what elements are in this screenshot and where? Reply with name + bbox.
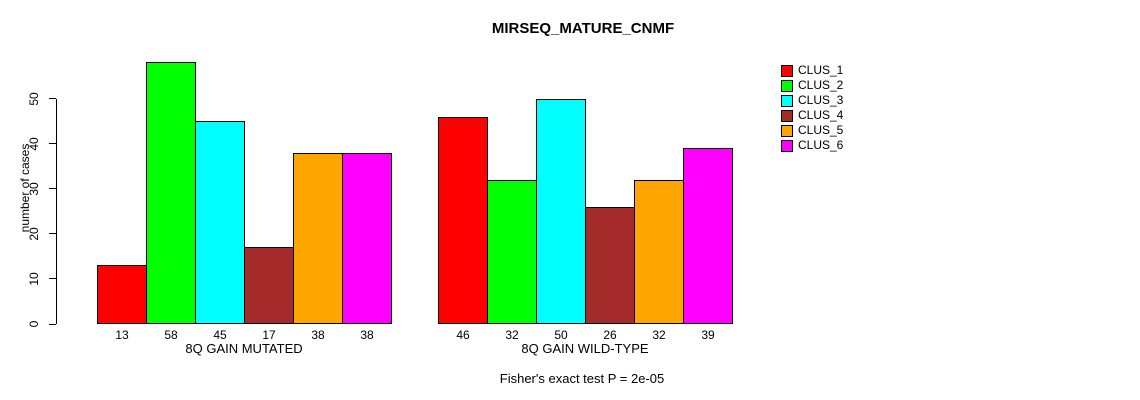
legend-swatch-icon xyxy=(781,94,793,107)
legend-item-clus_2: CLUS_2 xyxy=(781,78,843,93)
y-axis-tick-label: 40 xyxy=(27,136,41,151)
bar-clus_4-group2 xyxy=(585,206,635,324)
legend-swatch-icon xyxy=(781,79,793,92)
legend-swatch-icon xyxy=(781,64,793,77)
bar-value-label: 58 xyxy=(164,328,178,342)
legend-swatch-icon xyxy=(781,139,793,152)
y-axis-tick xyxy=(49,233,56,235)
bar-clus_5-group1 xyxy=(293,152,343,324)
bar-clus_4-group1 xyxy=(244,247,294,324)
legend-swatch-icon xyxy=(781,109,793,122)
y-axis-tick xyxy=(49,278,56,280)
bar-value-label: 13 xyxy=(115,328,129,342)
bar-value-label: 50 xyxy=(554,328,568,342)
legend-label: CLUS_3 xyxy=(798,93,844,107)
bar-value-label: 38 xyxy=(360,328,374,342)
y-axis-tick xyxy=(49,143,56,145)
legend: CLUS_1 CLUS_2 CLUS_3 CLUS_4 CLUS_5 CLUS_6 xyxy=(781,63,843,153)
bar-value-label: 32 xyxy=(505,328,519,342)
y-axis-line xyxy=(56,98,57,324)
bar-value-label: 45 xyxy=(213,328,227,342)
bar-value-label: 26 xyxy=(603,328,617,342)
y-axis-tick-label: 0 xyxy=(27,320,41,328)
legend-item-clus_4: CLUS_4 xyxy=(781,108,843,123)
bar-value-label: 39 xyxy=(701,328,715,342)
bar-clus_3-group1 xyxy=(195,121,245,324)
legend-label: CLUS_2 xyxy=(798,78,844,92)
legend-item-clus_5: CLUS_5 xyxy=(781,123,843,138)
y-axis-tick xyxy=(49,98,56,99)
annotation-fisher-test: Fisher's exact test P = 2e-05 xyxy=(499,371,665,386)
legend-label: CLUS_1 xyxy=(798,63,844,77)
bar-value-label: 38 xyxy=(311,328,325,342)
y-axis-tick xyxy=(49,323,56,325)
y-axis-tick xyxy=(49,188,56,190)
category-label-group2: 8Q GAIN WILD-TYPE xyxy=(521,341,649,356)
bar-clus_6-group1 xyxy=(342,152,392,324)
y-axis-tick-label: 30 xyxy=(27,182,41,196)
bar-value-label: 17 xyxy=(262,328,276,342)
y-axis-tick-label: 20 xyxy=(27,227,41,241)
category-label-group1: 8Q GAIN MUTATED xyxy=(185,341,303,356)
legend-item-clus_3: CLUS_3 xyxy=(781,93,843,108)
bar-clus_3-group2 xyxy=(536,98,586,324)
bar-value-label: 32 xyxy=(652,328,666,342)
bar-clus_2-group1 xyxy=(146,62,196,324)
bar-clus_1-group1 xyxy=(97,265,147,324)
legend-label: CLUS_4 xyxy=(798,108,844,122)
legend-item-clus_1: CLUS_1 xyxy=(781,63,843,78)
bar-clus_6-group2 xyxy=(683,148,733,324)
y-axis-tick-label: 10 xyxy=(27,272,41,286)
bar-clus_5-group2 xyxy=(634,179,684,324)
chart-title: MIRSEQ_MATURE_CNMF xyxy=(491,20,675,37)
legend-item-clus_6: CLUS_6 xyxy=(781,138,843,153)
bar-value-label: 46 xyxy=(456,328,470,342)
legend-label: CLUS_6 xyxy=(798,138,844,152)
legend-label: CLUS_5 xyxy=(798,123,844,137)
bar-clus_1-group2 xyxy=(438,116,488,324)
y-axis-tick-label: 50 xyxy=(27,91,41,106)
bar-clus_2-group2 xyxy=(487,179,537,324)
legend-swatch-icon xyxy=(781,124,793,137)
